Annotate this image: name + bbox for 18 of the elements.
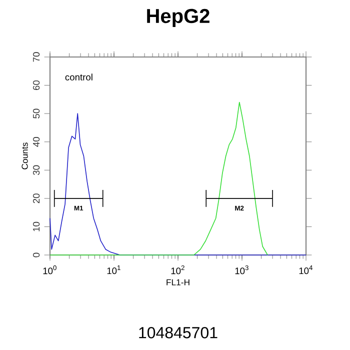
text: 104845701	[139, 327, 218, 338]
x-tick-label: 10$^{2}$	[171, 265, 184, 274]
x-tick-label: 10$^{0}$	[43, 265, 56, 274]
y-tick-label: 70	[33, 52, 40, 62]
x-tick-label: 10$^{4}$	[299, 265, 313, 274]
y-tick-label: 60	[33, 80, 40, 90]
y-tick-label: 50	[33, 108, 40, 118]
x-axis-title: FL1-H	[166, 279, 190, 286]
x-tick-label: 10$^{3}$	[235, 265, 248, 274]
y-tick-label: 0	[33, 252, 40, 258]
x-tick-label: 10$^{1}$	[107, 265, 120, 274]
chart-title: HepG2	[147, 8, 210, 28]
y-tick-label: 30	[33, 165, 40, 175]
annotation: control	[65, 74, 92, 80]
y-tick-label: 20	[33, 194, 40, 204]
y-tick-label: 40	[33, 137, 40, 147]
y-tick-label: 10	[33, 222, 40, 232]
y-axis-title: Counts	[22, 142, 28, 170]
